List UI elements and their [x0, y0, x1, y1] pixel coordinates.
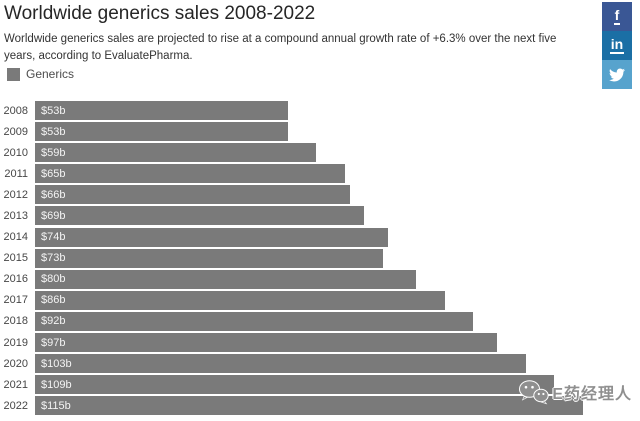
bar-row: 2013 $69b: [0, 206, 640, 226]
bar: $59b: [35, 143, 316, 163]
bar: $115b: [35, 396, 583, 416]
bar-value-label: $109b: [41, 378, 72, 391]
bar: $109b: [35, 375, 554, 395]
bar: $86b: [35, 290, 445, 310]
year-label: 2013: [3, 209, 28, 222]
bar-row: 2012 $66b: [0, 185, 640, 205]
bar-value-label: $53b: [41, 125, 66, 138]
bar-value-label: $66b: [41, 188, 66, 201]
bar-value-label: $59b: [41, 146, 66, 159]
social-share-bar: f in: [602, 2, 632, 89]
bar-row: 2021 $109b: [0, 375, 640, 395]
bar-value-label: $80b: [41, 273, 66, 286]
linkedin-icon: in: [609, 36, 625, 54]
chart-subtitle: Worldwide generics sales are projected t…: [4, 33, 557, 62]
legend-marker-icon: [7, 67, 20, 81]
bar-value-label: $92b: [41, 315, 66, 328]
bar-value-label: $103b: [41, 357, 72, 370]
year-label: 2010: [3, 146, 28, 159]
bar-row: 2011 $65b: [0, 164, 640, 184]
year-label: 2014: [3, 231, 28, 244]
bar: $92b: [35, 311, 473, 331]
facebook-icon: f: [613, 7, 621, 25]
bar: $53b: [35, 101, 288, 120]
bar: $97b: [35, 333, 497, 353]
year-label: 2021: [3, 378, 28, 391]
bar: $69b: [35, 206, 364, 226]
year-label: 2019: [3, 336, 28, 349]
bar-row: 2020 $103b: [0, 354, 640, 374]
legend-item-generics[interactable]: Generics: [7, 67, 74, 81]
linkedin-share-button[interactable]: in: [602, 31, 632, 60]
bar-row: 2022 $115b: [0, 396, 640, 416]
year-label: 2018: [3, 315, 28, 328]
year-label: 2022: [3, 399, 28, 412]
bar-value-label: $74b: [41, 231, 66, 244]
bar: $66b: [35, 185, 350, 205]
bar-value-label: $115b: [41, 399, 71, 412]
year-label: 2016: [3, 273, 28, 286]
facebook-share-button[interactable]: f: [602, 2, 632, 31]
year-label: 2020: [3, 357, 28, 370]
bar-value-label: $69b: [41, 209, 66, 222]
bar-row: 2016 $80b: [0, 269, 640, 289]
bar-value-label: $73b: [41, 252, 66, 265]
bar-value-label: $97b: [41, 336, 66, 349]
year-label: 2012: [3, 188, 28, 201]
bar-value-label: $86b: [41, 294, 66, 307]
year-label: 2011: [4, 167, 28, 180]
year-label: 2015: [3, 252, 28, 265]
bar-row: 2017 $86b: [0, 290, 640, 310]
bar: $73b: [35, 248, 383, 268]
year-label: 2017: [3, 294, 28, 307]
bar-row: 2019 $97b: [0, 333, 640, 353]
bar-row: 2014 $74b: [0, 227, 640, 247]
bar: $103b: [35, 354, 526, 374]
bar-row: 2009 $53b: [0, 122, 640, 142]
year-label: 2009: [3, 125, 28, 138]
bar-row: 2010 $59b: [0, 143, 640, 163]
bar-row: 2018 $92b: [0, 311, 640, 331]
bar: $65b: [35, 164, 345, 184]
bar: $74b: [35, 227, 388, 247]
bar-row: 2015 $73b: [0, 248, 640, 268]
twitter-share-button[interactable]: [602, 60, 632, 89]
chart-title: Worldwide generics sales 2008-2022: [4, 3, 316, 24]
bar-value-label: $65b: [41, 167, 66, 180]
bar-row: 2008 $53b: [0, 101, 640, 120]
twitter-bird-icon: [609, 67, 625, 83]
legend-label: Generics: [26, 67, 75, 81]
bar-value-label: $53b: [41, 104, 66, 117]
year-label: 2008: [3, 104, 28, 117]
bar: $53b: [35, 122, 288, 142]
bar: $80b: [35, 269, 416, 289]
plot-area: 2008 $53b 2009 $53b 2010 $59b 2011 $65b 2012 $66b…: [0, 101, 640, 416]
